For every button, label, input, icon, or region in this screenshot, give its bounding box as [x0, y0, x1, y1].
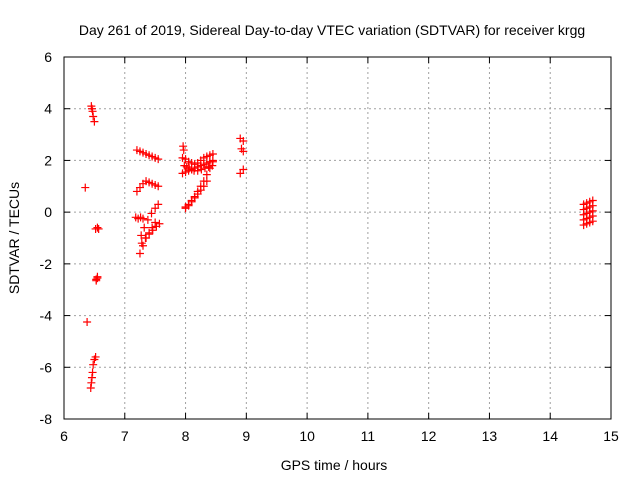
data-point [199, 182, 208, 191]
x-tick-label: 9 [242, 428, 250, 444]
data-point [88, 368, 97, 377]
data-point [202, 177, 211, 186]
x-axis-label: GPS time / hours [281, 457, 388, 473]
x-tick-label: 7 [121, 428, 129, 444]
data-point [208, 156, 217, 165]
data-point [89, 112, 98, 121]
data-point [588, 217, 597, 226]
y-tick-label: 0 [44, 204, 52, 220]
data-point [81, 183, 90, 192]
data-point [87, 378, 96, 387]
y-tick-labels: -8 -6 -4 -2 0 2 4 6 [40, 49, 53, 427]
x-tick-labels: 6 7 8 9 10 11 12 13 14 15 [60, 428, 619, 444]
x-tick-label: 10 [299, 428, 315, 444]
y-axis-label: SDTVAR / TECUs [6, 182, 22, 294]
data-point [93, 223, 102, 232]
x-tick-label: 14 [542, 428, 558, 444]
data-point [93, 274, 102, 283]
data-point [155, 219, 164, 228]
data-point [139, 214, 148, 223]
data-point [239, 147, 248, 156]
data-point [89, 360, 98, 369]
data-point [83, 318, 92, 327]
data-point [91, 352, 100, 361]
x-tick-label: 12 [421, 428, 437, 444]
data-point [148, 226, 157, 235]
data-point [86, 383, 95, 392]
data-point [179, 146, 188, 155]
chart-title: Day 261 of 2019, Sidereal Day-to-day VTE… [79, 22, 585, 38]
data-point [154, 182, 163, 191]
y-tick-label: 4 [44, 101, 52, 117]
data-point [141, 234, 150, 242]
y-tick-label: -4 [40, 308, 53, 324]
data-point [154, 155, 163, 164]
data-point [154, 200, 163, 209]
data-point [239, 165, 248, 174]
data-point [140, 223, 149, 232]
data-point [135, 249, 144, 258]
x-tick-label: 13 [482, 428, 498, 444]
data-point [204, 162, 213, 171]
data-point [137, 239, 146, 248]
data-point [87, 373, 96, 382]
data-point [88, 107, 97, 116]
x-tick-label: 6 [60, 428, 68, 444]
axis-ticks [63, 56, 612, 420]
data-point [90, 117, 99, 126]
data-point [151, 218, 160, 227]
data-point [145, 230, 154, 239]
y-tick-label: 2 [44, 152, 52, 168]
y-tick-label: 6 [44, 49, 52, 65]
data-point [94, 224, 103, 233]
data-point [239, 137, 248, 146]
data-points [81, 102, 597, 392]
x-tick-label: 15 [603, 428, 619, 444]
x-tick-label: 8 [182, 428, 190, 444]
data-point [137, 231, 146, 240]
data-point [143, 215, 152, 224]
y-tick-label: -6 [40, 359, 53, 375]
y-tick-label: -2 [40, 256, 53, 272]
y-tick-label: -8 [40, 411, 53, 427]
data-point [147, 209, 156, 218]
data-point [179, 142, 188, 151]
x-tick-label: 11 [361, 428, 376, 444]
plot-frame [63, 56, 612, 420]
